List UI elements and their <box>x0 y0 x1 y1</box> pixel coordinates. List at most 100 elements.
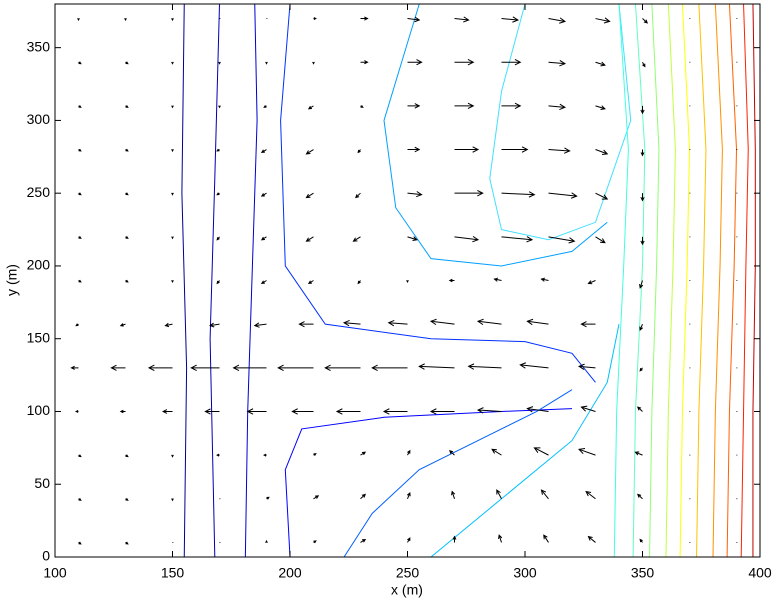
arrow <box>313 17 317 20</box>
arrow <box>406 491 411 499</box>
arrow <box>491 448 502 456</box>
arrow <box>75 410 79 413</box>
contour-line <box>209 3 220 558</box>
arrow <box>171 498 174 502</box>
arrow <box>548 147 571 154</box>
arrow <box>263 105 267 108</box>
arrow <box>595 149 609 155</box>
arrow <box>406 280 409 284</box>
arrow <box>360 60 369 65</box>
x-tick-label: 200 <box>278 565 302 581</box>
arrow <box>540 277 549 282</box>
arrow <box>312 61 315 65</box>
arrow <box>501 16 520 23</box>
x-tick-label: 250 <box>396 565 420 581</box>
arrow <box>454 102 475 110</box>
arrow <box>218 105 221 109</box>
contour-line <box>649 3 660 558</box>
contour-line <box>181 3 188 558</box>
arrow <box>454 59 475 66</box>
arrow <box>595 17 611 24</box>
arrow <box>313 495 320 500</box>
arrow <box>78 148 82 152</box>
arrow <box>78 105 82 108</box>
arrow <box>232 364 267 371</box>
arrow <box>451 490 456 499</box>
contour-line <box>613 3 629 558</box>
arrow <box>125 497 129 501</box>
arrow <box>218 61 221 65</box>
arrow <box>636 406 643 412</box>
arrow <box>639 367 643 372</box>
arrow <box>77 18 80 22</box>
contour-line <box>665 3 676 558</box>
arrow <box>78 454 82 458</box>
arrow <box>352 236 361 242</box>
arrow <box>305 236 314 242</box>
arrow <box>78 541 82 545</box>
arrow <box>305 149 314 155</box>
arrow <box>642 61 646 68</box>
arrow <box>548 192 578 199</box>
arrow <box>498 534 503 543</box>
arrow <box>454 190 484 197</box>
contour-line <box>244 3 258 558</box>
arrow <box>125 61 129 65</box>
contour-line <box>696 3 707 558</box>
arrow <box>548 236 576 244</box>
arrow <box>260 280 267 284</box>
x-tick-label: 100 <box>43 565 67 581</box>
arrow <box>298 321 314 328</box>
arrow <box>639 280 644 289</box>
arrow <box>125 279 129 283</box>
arrow <box>580 405 596 412</box>
arrow <box>119 323 126 327</box>
arrow <box>580 321 596 328</box>
arrow <box>407 537 411 543</box>
arrow <box>147 364 173 371</box>
arrow <box>78 279 82 283</box>
contour-line <box>280 3 596 383</box>
arrow <box>313 453 317 456</box>
arrow <box>216 192 220 196</box>
x-axis-label: x (m) <box>391 582 423 598</box>
arrow <box>110 364 126 371</box>
contour-line <box>284 408 573 558</box>
arrow <box>496 489 502 500</box>
y-tick-label: 350 <box>27 38 51 54</box>
arrow <box>171 61 174 65</box>
arrow <box>454 16 470 23</box>
y-tick-label: 300 <box>27 111 51 127</box>
contour-line <box>489 3 632 241</box>
arrow <box>204 408 220 415</box>
arrow <box>371 364 408 371</box>
arrow <box>407 59 423 66</box>
arrow <box>216 236 220 241</box>
y-tick-label: 50 <box>34 475 50 491</box>
contour-line <box>712 3 723 558</box>
arrow <box>125 148 129 152</box>
arrow <box>501 191 536 198</box>
arrow <box>260 236 267 241</box>
arrow <box>360 538 367 543</box>
arrow <box>125 192 129 196</box>
arrow <box>70 365 79 370</box>
arrow <box>577 363 596 370</box>
arrow <box>216 453 220 457</box>
contour-line <box>679 3 691 558</box>
arrow <box>161 409 173 414</box>
contour-line <box>740 3 749 558</box>
arrow <box>639 323 644 332</box>
arrow <box>501 236 534 243</box>
y-tick-label: 200 <box>27 257 51 273</box>
arrow <box>125 105 129 108</box>
arrow <box>533 447 549 456</box>
arrow <box>125 236 129 239</box>
arrow <box>265 539 268 543</box>
arrow <box>171 192 174 196</box>
arrow <box>164 322 173 328</box>
x-tick-label: 400 <box>748 565 772 581</box>
arrow <box>360 451 367 456</box>
arrow <box>452 535 457 543</box>
arrow <box>501 102 522 110</box>
